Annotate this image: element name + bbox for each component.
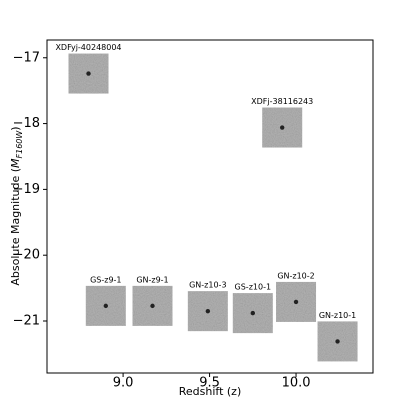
y-tick-label: −21 <box>13 314 40 329</box>
y-label-part: M <box>9 158 22 168</box>
thumbnail <box>187 291 228 332</box>
y-tick-label: −18 <box>13 116 40 131</box>
thumbnail <box>132 285 173 326</box>
source-dot <box>250 310 256 316</box>
source-dot <box>280 125 285 130</box>
thumbnail <box>262 107 303 148</box>
y-label-part: ) <box>9 126 22 130</box>
point-label: GN-z10-3 <box>189 281 226 290</box>
point-label: GS-z9-1 <box>90 275 121 284</box>
point-label: GN-z10-1 <box>319 311 356 320</box>
source-dot <box>103 303 109 309</box>
y-axis-label: Absolute Magnitude (MF160W) <box>9 126 24 285</box>
y-label-part: F160W <box>15 130 24 159</box>
source-dot <box>335 339 340 344</box>
thumbnail <box>68 53 109 94</box>
source-dot <box>293 299 299 305</box>
source-dot <box>205 308 211 314</box>
x-tick-label: 10.0 <box>282 376 311 391</box>
thumbnail <box>276 281 317 322</box>
y-tick-label: −20 <box>13 248 40 263</box>
source-dot <box>86 71 91 76</box>
x-tick-label: 9.5 <box>199 376 220 391</box>
thumbnail <box>85 285 126 326</box>
point-label: GN-z10-2 <box>277 271 314 280</box>
y-tick-label: −19 <box>13 182 40 197</box>
point-label: XDFj-38116243 <box>251 97 313 106</box>
y-tick-label: −17 <box>13 50 40 65</box>
x-axis-label: Redshift (z) <box>179 385 242 398</box>
x-tick-label: 9.0 <box>113 376 134 391</box>
source-dot <box>150 303 155 309</box>
y-label-part: Absolute Magnitude ( <box>9 168 22 286</box>
point-label: XDFyj-40248004 <box>55 43 121 52</box>
thumbnail <box>317 321 358 362</box>
point-label: GS-z10-1 <box>235 283 272 292</box>
point-label: GN-z9-1 <box>136 275 168 284</box>
thumbnail <box>232 293 273 334</box>
